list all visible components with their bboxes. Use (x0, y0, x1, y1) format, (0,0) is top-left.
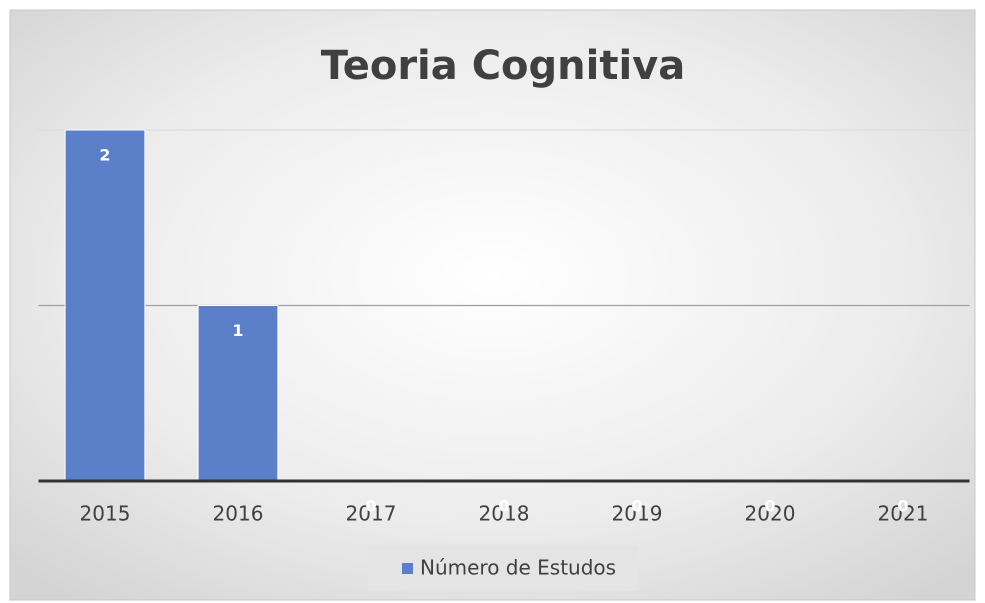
x-tick-label: 2019 (612, 502, 663, 526)
data-label: 1 (232, 321, 243, 340)
chart-title: Teoria Cognitiva (321, 43, 686, 89)
data-label: 0 (764, 497, 775, 516)
data-label: 0 (631, 497, 642, 516)
legend-swatch (402, 563, 413, 574)
x-tick-label: 2017 (346, 502, 397, 526)
x-tick-label: 2020 (745, 502, 796, 526)
x-tick-label: 2016 (213, 502, 264, 526)
data-label: 0 (498, 497, 509, 516)
x-tick-label: 2021 (878, 502, 929, 526)
data-label: 0 (365, 497, 376, 516)
legend-label: Número de Estudos (420, 556, 616, 580)
bar (64, 129, 146, 482)
data-label: 0 (897, 497, 908, 516)
x-tick-label: 2015 (80, 502, 131, 526)
x-tick-label: 2018 (479, 502, 530, 526)
data-label: 2 (99, 146, 110, 165)
